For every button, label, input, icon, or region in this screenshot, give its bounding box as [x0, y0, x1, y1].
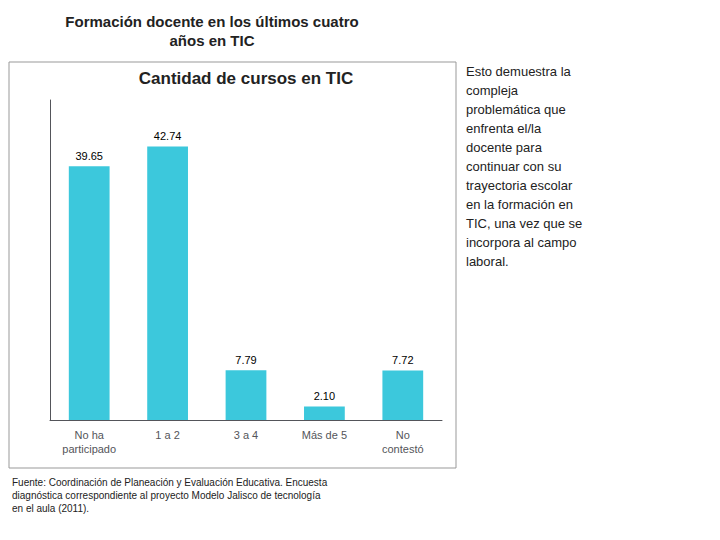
- svg-text:incorpora al campo: incorpora al campo: [466, 235, 577, 250]
- svg-text:contestó: contestó: [382, 443, 424, 455]
- svg-text:No ha: No ha: [75, 429, 105, 441]
- svg-text:en la formación en: en la formación en: [466, 197, 573, 212]
- svg-text:participado: participado: [62, 443, 116, 455]
- svg-text:enfrenta el/la: enfrenta el/la: [466, 121, 542, 136]
- svg-text:continuar con su: continuar con su: [466, 159, 561, 174]
- svg-text:años en TIC: años en TIC: [169, 32, 254, 49]
- svg-text:Cantidad de cursos en TIC: Cantidad de cursos en TIC: [139, 69, 353, 88]
- svg-text:TIC, una vez que se: TIC, una vez que se: [466, 216, 582, 231]
- svg-text:laboral.: laboral.: [466, 254, 509, 269]
- svg-text:42.74: 42.74: [154, 130, 182, 142]
- svg-text:1 a 2: 1 a 2: [155, 429, 179, 441]
- svg-text:Esto demuestra la: Esto demuestra la: [466, 64, 572, 79]
- svg-text:No: No: [396, 429, 410, 441]
- svg-text:docente para: docente para: [466, 140, 543, 155]
- svg-text:2.10: 2.10: [314, 390, 335, 402]
- svg-text:problemática que: problemática que: [466, 102, 566, 117]
- svg-text:7.79: 7.79: [235, 354, 256, 366]
- svg-text:Fuente: Coordinación de Planea: Fuente: Coordinación de Planeación y Eva…: [12, 477, 328, 488]
- svg-text:trayectoria escolar: trayectoria escolar: [466, 178, 573, 193]
- svg-text:diagnóstica correspondiente al: diagnóstica correspondiente al proyecto …: [12, 490, 321, 501]
- svg-text:en el aula (2011).: en el aula (2011).: [12, 503, 89, 514]
- svg-text:Más de 5: Más de 5: [302, 429, 347, 441]
- svg-text:3 a 4: 3 a 4: [234, 429, 258, 441]
- svg-text:Formación docente en los últim: Formación docente en los últimos cuatro: [65, 13, 358, 30]
- svg-text:7.72: 7.72: [392, 354, 413, 366]
- svg-text:39.65: 39.65: [75, 150, 103, 162]
- svg-text:compleja: compleja: [466, 83, 519, 98]
